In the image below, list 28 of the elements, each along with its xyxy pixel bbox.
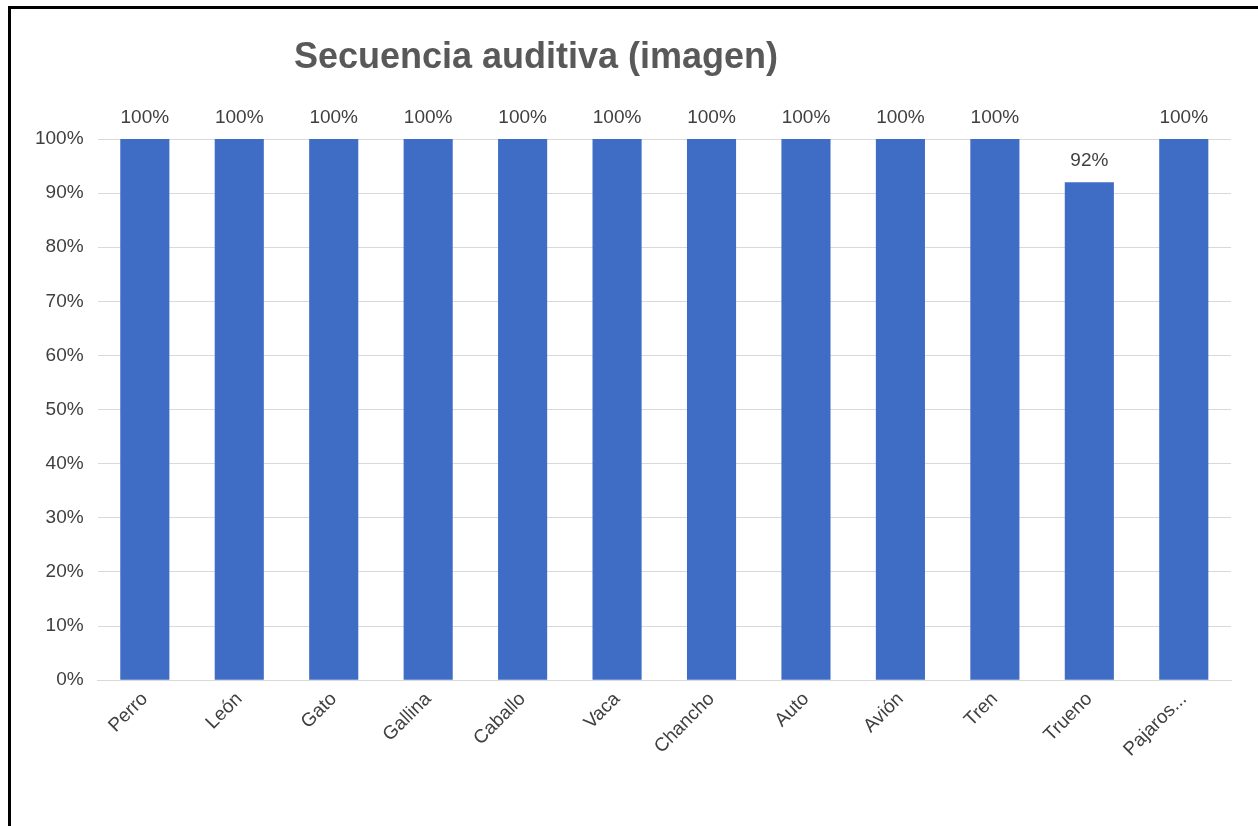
data-label: 100% <box>687 105 736 127</box>
data-label: 100% <box>970 105 1020 127</box>
y-tick-label: 80% <box>45 235 84 257</box>
y-tick-label: 100% <box>34 127 84 149</box>
data-label: 100% <box>1159 105 1209 127</box>
x-tick-label: Gato <box>296 687 341 732</box>
data-label: 100% <box>214 105 264 127</box>
y-tick-label: 90% <box>45 181 84 203</box>
data-label: 100% <box>498 105 548 127</box>
y-tick-label: 20% <box>45 560 84 582</box>
data-label: 100% <box>403 105 453 127</box>
y-tick-label: 60% <box>45 343 84 365</box>
y-tick-label: 70% <box>45 289 84 311</box>
chart-title: Secuencia auditiva (imagen) <box>292 35 780 77</box>
y-tick-label: 40% <box>45 451 84 473</box>
x-tick-label: Vaca <box>579 687 624 733</box>
x-tick-label: Tren <box>959 687 1002 730</box>
data-label: 100% <box>309 105 359 127</box>
y-tick-label: 50% <box>45 397 84 419</box>
x-tick-label: Auto <box>770 687 813 731</box>
data-label: 100% <box>120 105 170 127</box>
data-label: 100% <box>781 105 831 127</box>
data-label: 100% <box>592 105 642 127</box>
y-tick-label: 10% <box>45 614 84 636</box>
y-tick-label: 0% <box>56 668 84 690</box>
y-tick-label: 30% <box>45 506 84 528</box>
data-label: 92% <box>1070 149 1109 171</box>
data-label: 100% <box>876 105 925 127</box>
